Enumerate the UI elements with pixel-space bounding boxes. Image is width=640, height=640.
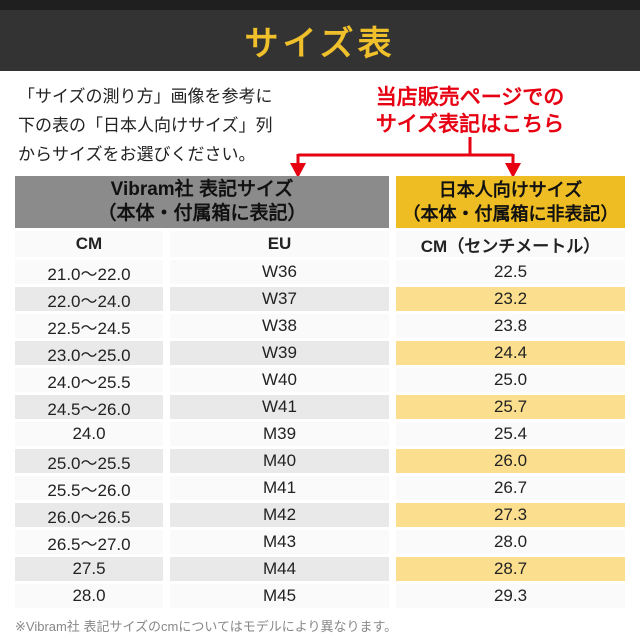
cell-cm-range: 26.0〜26.5 [15,503,163,527]
intro-line-1: 「サイズの測り方」画像を参考に [18,87,273,106]
intro-line-2: 下の表の「日本人向けサイズ」列 [18,116,273,135]
header-vibram-size-line-1: Vibram社 表記サイズ [110,179,294,200]
title-bar: サイズ表 [0,10,640,71]
header-japanese-size-line-2: （本体・付属箱に非表記） [402,204,619,224]
cell-jp-cm: 26.0 [396,449,625,473]
cell-eu-size: W39 [170,341,389,365]
cell-cm-range: 24.0〜25.5 [15,368,163,392]
header-vibram-size: Vibram社 表記サイズ （本体・付属箱に表記） [15,176,389,228]
cell-jp-cm: 22.5 [396,260,625,284]
cell-eu-size: M41 [170,476,389,500]
cell-cm-range: 22.0〜24.0 [15,287,163,311]
callout-text: 当店販売ページでの サイズ表記はこちら [348,84,592,138]
cell-cm-range: 26.5〜27.0 [15,530,163,554]
cell-jp-cm: 29.3 [396,584,625,608]
cell-cm-range: 22.5〜24.5 [15,314,163,338]
cell-eu-size: M42 [170,503,389,527]
cell-jp-cm: 25.4 [396,422,625,446]
callout-line-2: サイズ表記はこちら [375,113,565,136]
intro-line-3: からサイズをお選びください。 [18,145,256,164]
subheader-cm: CM [15,231,163,257]
header-vibram-size-line-2: （本体・付属箱に表記） [97,203,307,224]
cell-jp-cm: 23.8 [396,314,625,338]
subheader-eu: EU [170,231,389,257]
cell-eu-size: M43 [170,530,389,554]
cell-eu-size: M40 [170,449,389,473]
cell-eu-size: W40 [170,368,389,392]
cell-jp-cm: 25.7 [396,395,625,419]
cell-jp-cm: 25.0 [396,368,625,392]
callout-down-arrows-icon [290,137,521,178]
cell-eu-size: M45 [170,584,389,608]
footnote-text: ※Vibram社 表記サイズのcmについてはモデルにより異なります。 [15,619,398,634]
cell-jp-cm: 27.3 [396,503,625,527]
cell-eu-size: M39 [170,422,389,446]
header-japanese-size: 日本人向けサイズ （本体・付属箱に非表記） [396,176,625,228]
cell-eu-size: M44 [170,557,389,581]
page-title: サイズ表 [244,25,396,63]
cell-jp-cm: 28.0 [396,530,625,554]
cell-jp-cm: 26.7 [396,476,625,500]
cell-eu-size: W38 [170,314,389,338]
cell-cm-range: 24.0 [15,422,163,446]
cell-jp-cm: 24.4 [396,341,625,365]
cell-eu-size: W41 [170,395,389,419]
cell-cm-range: 27.5 [15,557,163,581]
cell-cm-range: 25.5〜26.0 [15,476,163,500]
cell-jp-cm: 28.7 [396,557,625,581]
cell-eu-size: W37 [170,287,389,311]
intro-text: 「サイズの測り方」画像を参考に 下の表の「日本人向けサイズ」列 からサイズをお選… [18,82,273,169]
subheader-cm-jp: CM（センチメートル） [396,231,625,257]
callout-line-1: 当店販売ページでの [375,86,565,109]
cell-cm-range: 24.5〜26.0 [15,395,163,419]
header-japanese-size-line-1: 日本人向けサイズ [438,180,583,200]
cell-cm-range: 25.0〜25.5 [15,449,163,473]
cell-eu-size: W36 [170,260,389,284]
top-strip [0,0,640,10]
cell-cm-range: 23.0〜25.0 [15,341,163,365]
cell-cm-range: 21.0〜22.0 [15,260,163,284]
cell-jp-cm: 23.2 [396,287,625,311]
size-table: Vibram社 表記サイズ （本体・付属箱に表記） 日本人向けサイズ （本体・付… [15,176,625,608]
cell-cm-range: 28.0 [15,584,163,608]
